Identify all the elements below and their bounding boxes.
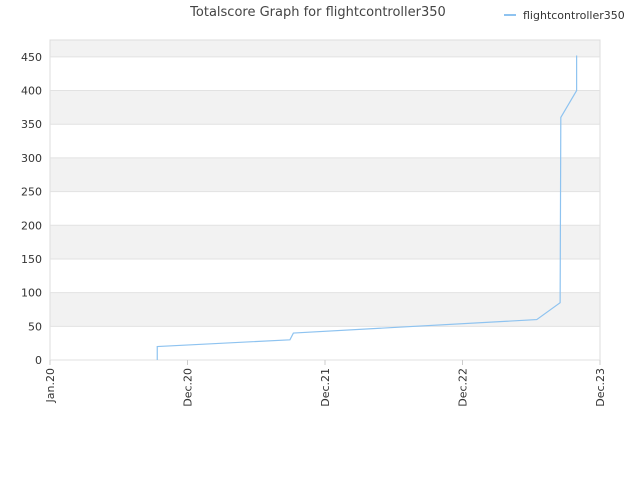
y-tick-label: 150 [21,253,42,266]
x-tick-label: Jan.20 [44,368,57,403]
y-tick-label: 50 [28,320,42,333]
y-tick-label: 0 [35,354,42,367]
y-tick-label: 400 [21,85,42,98]
y-tick-label: 450 [21,51,42,64]
x-tick-label: Dec.21 [319,368,332,407]
y-tick-label: 200 [21,219,42,232]
chart-title: Totalscore Graph for flightcontroller350 [189,5,446,20]
grid-band [50,292,600,327]
y-tick-label: 350 [21,118,42,131]
y-tick-label: 100 [21,287,42,300]
grid-band [50,90,600,125]
y-tick-label: 300 [21,152,42,165]
legend-label: flightcontroller350 [523,9,625,22]
grid-band [50,225,600,259]
x-tick-label: Dec.20 [182,368,195,407]
series-line [156,55,578,360]
x-tick-label: Dec.23 [594,368,607,407]
y-tick-label: 250 [21,186,42,199]
grid-band [50,157,600,192]
x-tick-label: Dec.22 [457,368,470,407]
grid-band [50,40,600,57]
